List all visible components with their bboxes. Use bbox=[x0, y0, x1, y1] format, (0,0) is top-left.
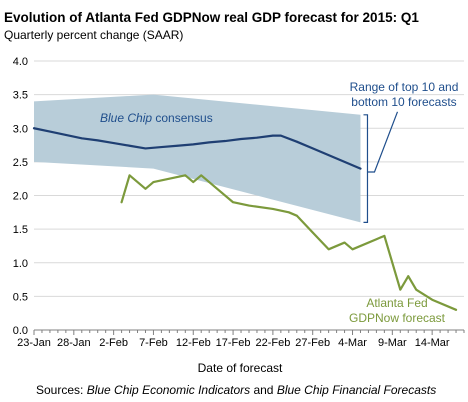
gdpnow-point bbox=[431, 298, 434, 301]
consensus-label: Blue Chip consensus bbox=[100, 111, 213, 125]
consensus-point bbox=[208, 141, 211, 144]
gdpnow-point bbox=[200, 174, 203, 177]
y-tick-label: 0.5 bbox=[13, 291, 28, 303]
consensus-point bbox=[256, 136, 258, 139]
consensus-point bbox=[295, 140, 298, 143]
range-band bbox=[34, 94, 361, 223]
gdpnow-point bbox=[399, 288, 402, 291]
y-tick-label: 1.0 bbox=[13, 258, 28, 270]
x-tick-label: 17-Feb bbox=[216, 337, 251, 349]
band-callout-line bbox=[367, 111, 399, 173]
gdpnow-label-line: GDPNow forecast bbox=[349, 311, 446, 325]
consensus-point bbox=[33, 127, 35, 130]
chart-title: Evolution of Atlanta Fed GDPNow real GDP… bbox=[4, 10, 419, 25]
consensus-point bbox=[49, 130, 51, 133]
gdpnow-point bbox=[184, 174, 187, 177]
consensus-point bbox=[327, 154, 330, 157]
gdpnow-point bbox=[287, 211, 290, 214]
y-tick-label: 2.0 bbox=[13, 191, 28, 203]
x-tick-label: 14-Mar bbox=[415, 337, 450, 349]
annotations: Blue Chip consensus Range of top 10 andbo… bbox=[100, 80, 458, 325]
y-tick-labels: 0.0 0.5 1.0 1.5 2.0 2.5 3.0 3.5 4.0 bbox=[13, 56, 28, 337]
y-tick-label: 2.5 bbox=[13, 157, 28, 169]
series-lines bbox=[32, 127, 458, 311]
band-bracket bbox=[363, 114, 369, 223]
x-tick-labels: 23-Jan 28-Jan 2-Feb 7-Feb 12-Feb 17-Feb 22-Feb… bbox=[17, 337, 450, 349]
consensus-point bbox=[224, 140, 227, 142]
gdpnow-point bbox=[248, 204, 250, 207]
chart-subtitle: Quarterly percent change (SAAR) bbox=[4, 28, 183, 42]
gdpnow-point bbox=[383, 234, 386, 237]
x-tick-label: 4-Mar bbox=[338, 337, 367, 349]
gdpnow-point bbox=[120, 201, 123, 204]
consensus-point bbox=[112, 142, 115, 144]
source-mid: and bbox=[250, 383, 277, 397]
gdpnow-point bbox=[152, 181, 155, 183]
consensus-point bbox=[176, 144, 179, 147]
consensus-point bbox=[271, 134, 274, 137]
gdpnow-point bbox=[343, 241, 346, 244]
consensus-point bbox=[279, 134, 282, 137]
band-label-line: Range of top 10 and bbox=[350, 80, 459, 94]
consensus-label-rest: consensus bbox=[152, 111, 213, 125]
consensus-point bbox=[343, 160, 346, 163]
consensus-point bbox=[311, 147, 314, 150]
source-italic-1: Blue Chip Economic Indicators bbox=[87, 383, 250, 397]
x-tick-label: 28-Jan bbox=[57, 337, 91, 349]
gdpnow-point bbox=[375, 238, 378, 241]
gdpnow-point bbox=[271, 208, 274, 210]
gdpnow-point bbox=[168, 177, 171, 180]
gdpnow-point bbox=[295, 214, 298, 217]
consensus-point bbox=[192, 143, 195, 146]
consensus-label-italic: Blue Chip bbox=[100, 111, 152, 125]
band-label-line: bottom 10 forecasts bbox=[351, 95, 456, 109]
gdpnow-point bbox=[335, 245, 338, 247]
y-tick-label: 4.0 bbox=[13, 56, 28, 68]
y-tick-label: 0.0 bbox=[13, 325, 28, 337]
x-tick-label: 12-Feb bbox=[176, 337, 211, 349]
consensus-point bbox=[240, 138, 242, 140]
consensus-point bbox=[128, 144, 131, 147]
gdpnow-point bbox=[144, 187, 147, 190]
gdpnow-point bbox=[128, 174, 131, 177]
x-tick-label: 9-Mar bbox=[378, 337, 407, 349]
consensus-point bbox=[160, 146, 163, 148]
gdpnow-point bbox=[192, 181, 195, 183]
y-tick-label: 3.5 bbox=[13, 90, 28, 102]
range-band-area bbox=[34, 94, 361, 223]
consensus-point bbox=[96, 139, 99, 142]
gdpnow-point bbox=[351, 248, 354, 251]
gdpnow-point bbox=[455, 308, 457, 311]
source-prefix: Sources: bbox=[36, 383, 87, 397]
axes bbox=[33, 329, 465, 335]
gdpnow-forecast-line bbox=[120, 174, 458, 311]
gdpnow-label-line: Atlanta Fed bbox=[366, 296, 427, 310]
gdpnow-point bbox=[232, 201, 234, 204]
x-axis-label: Date of forecast bbox=[198, 361, 283, 375]
gdpnow-point bbox=[311, 231, 314, 234]
gdpnow-point bbox=[327, 248, 330, 251]
gdpnow-point bbox=[415, 288, 418, 291]
gdpnow-point bbox=[407, 275, 410, 278]
y-tick-label: 3.0 bbox=[13, 123, 28, 135]
x-tick-label: 7-Feb bbox=[139, 337, 168, 349]
x-tick-label: 22-Feb bbox=[255, 337, 290, 349]
x-tick-label: 27-Feb bbox=[295, 337, 330, 349]
consensus-point bbox=[359, 167, 362, 170]
consensus-point bbox=[144, 147, 147, 150]
consensus-point bbox=[80, 137, 83, 140]
x-tick-label: 2-Feb bbox=[99, 337, 128, 349]
gdpnow-point bbox=[216, 187, 219, 190]
blue-chip-consensus-line bbox=[32, 127, 362, 170]
y-tick-label: 1.5 bbox=[13, 224, 28, 236]
source-note: Sources: Blue Chip Economic Indicators a… bbox=[36, 383, 436, 397]
consensus-point bbox=[64, 134, 67, 136]
source-italic-2: Blue Chip Financial Forecasts bbox=[277, 383, 436, 397]
x-tick-label: 23-Jan bbox=[17, 337, 51, 349]
